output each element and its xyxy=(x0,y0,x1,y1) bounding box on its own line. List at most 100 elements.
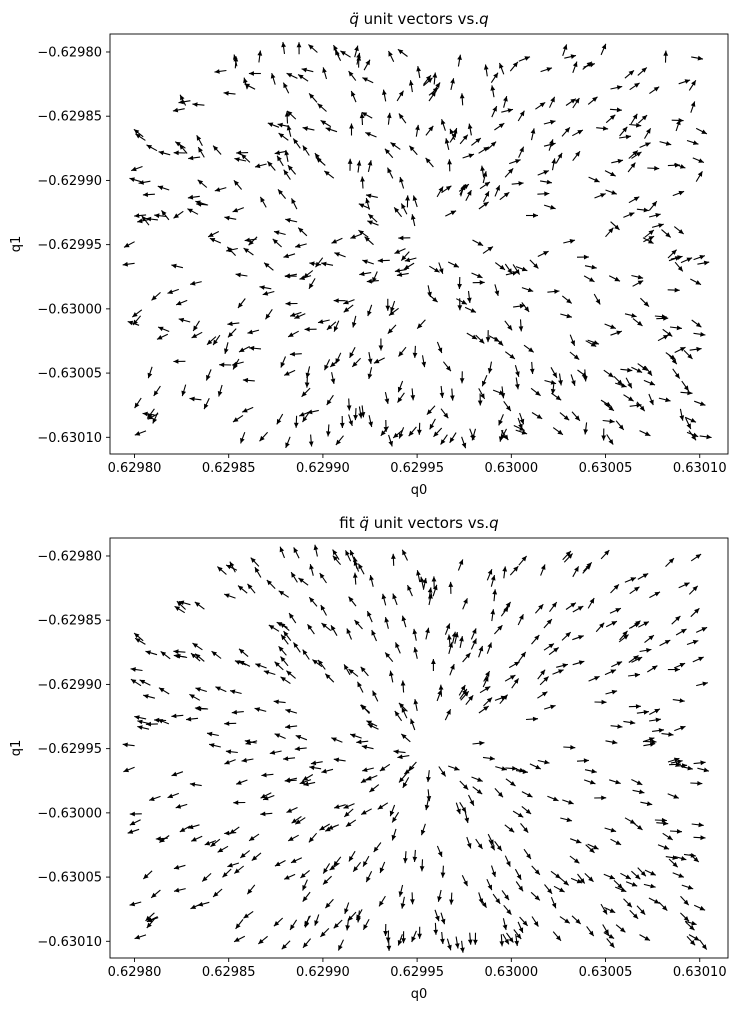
vector-arrow xyxy=(501,890,510,901)
vector-arrow xyxy=(632,280,644,287)
vector-arrow xyxy=(691,319,702,328)
vector-arrow xyxy=(563,239,576,244)
vector-arrow xyxy=(307,623,315,635)
x-axis-label: q0 xyxy=(411,987,428,1002)
vector-arrow xyxy=(243,910,254,919)
vector-arrow xyxy=(289,919,298,931)
y-tick-label: −0.62980 xyxy=(37,45,102,60)
vector-arrow xyxy=(428,90,437,102)
vector-arrow xyxy=(291,815,302,824)
vector-arrow xyxy=(490,574,496,587)
vector-arrow xyxy=(357,563,365,575)
vector-arrow xyxy=(254,707,267,712)
vector-arrow xyxy=(494,840,503,852)
vector-arrow xyxy=(540,67,553,73)
vector-arrow xyxy=(570,877,583,884)
vector-arrow xyxy=(294,817,306,825)
vector-arrow xyxy=(449,128,456,141)
vector-arrow xyxy=(498,62,505,75)
vector-arrow xyxy=(339,415,345,429)
vector-arrow xyxy=(290,571,298,583)
vector-arrow xyxy=(572,97,580,109)
vector-arrow xyxy=(667,793,680,799)
vector-arrow xyxy=(261,772,274,778)
vector-arrow xyxy=(629,586,640,595)
vector-arrow xyxy=(419,859,425,872)
vector-arrow xyxy=(380,426,389,437)
vector-arrow xyxy=(466,332,478,340)
vector-arrow xyxy=(408,80,414,93)
vector-arrow xyxy=(576,254,590,260)
vector-arrow xyxy=(518,56,531,62)
vector-arrow xyxy=(330,372,336,385)
vector-arrow xyxy=(584,264,597,270)
vector-arrow xyxy=(695,626,708,633)
vector-arrow xyxy=(134,397,142,409)
vector-arrow xyxy=(194,601,205,610)
vector-arrow xyxy=(610,724,623,729)
vector-arrow xyxy=(227,862,240,868)
vector-arrow xyxy=(131,309,143,318)
vector-arrow xyxy=(281,940,291,950)
vector-arrow xyxy=(593,293,601,305)
vector-arrow xyxy=(377,258,390,263)
vector-arrow xyxy=(661,732,674,737)
vector-arrow xyxy=(604,323,617,330)
vector-arrow xyxy=(550,382,556,395)
vector-arrow xyxy=(665,352,676,361)
vector-arrow xyxy=(659,639,671,647)
vector-arrow xyxy=(588,176,600,183)
vector-arrow xyxy=(423,74,432,85)
vector-arrow xyxy=(424,798,430,811)
vector-arrow xyxy=(278,132,289,141)
vector-arrow xyxy=(585,844,595,854)
vector-arrow xyxy=(603,369,614,378)
vector-arrow xyxy=(149,795,161,801)
vector-arrow xyxy=(407,761,417,772)
vector-arrow xyxy=(454,631,459,644)
vector-arrow xyxy=(410,388,416,401)
vector-arrow xyxy=(517,613,524,626)
vector-arrow xyxy=(433,922,439,935)
vector-arrow xyxy=(373,842,382,853)
vector-arrow xyxy=(602,418,615,424)
vector-arrow xyxy=(530,387,541,397)
vector-arrow xyxy=(449,892,454,905)
vector-arrow xyxy=(319,823,330,831)
vector-arrow xyxy=(519,916,529,927)
vector-arrow xyxy=(680,257,693,264)
vector-arrow xyxy=(129,819,141,826)
vector-arrow xyxy=(583,62,596,68)
vector-arrow xyxy=(673,662,686,669)
vector-arrow xyxy=(668,256,681,262)
vector-arrow xyxy=(604,907,616,914)
vector-arrow xyxy=(135,133,146,141)
vector-arrow xyxy=(609,607,622,614)
vector-arrow xyxy=(605,189,617,195)
vector-arrow xyxy=(625,881,638,887)
vector-arrow xyxy=(257,50,263,63)
vector-arrow xyxy=(231,709,244,715)
vector-arrow xyxy=(668,858,679,868)
vector-arrow xyxy=(613,880,624,890)
vector-arrow xyxy=(255,663,267,669)
vector-arrow xyxy=(223,91,236,96)
vector-arrow xyxy=(603,403,615,412)
vector-arrow xyxy=(145,650,158,656)
vector-arrow xyxy=(500,386,506,399)
vector-arrow xyxy=(529,361,535,374)
vector-arrow xyxy=(367,160,373,173)
vector-arrow xyxy=(693,332,706,337)
vector-arrow xyxy=(308,434,314,447)
vector-arrow xyxy=(171,713,184,719)
vector-arrow xyxy=(234,660,247,666)
vector-arrow xyxy=(398,702,408,712)
vector-arrow xyxy=(514,934,519,947)
y-tick-label: −0.63000 xyxy=(37,302,102,317)
vector-arrow xyxy=(494,122,505,131)
vector-arrow xyxy=(502,566,508,579)
vector-arrow xyxy=(488,839,496,851)
vector-arrow xyxy=(398,427,405,439)
chart-title: q̈ unit vectors vs.q xyxy=(349,10,488,28)
